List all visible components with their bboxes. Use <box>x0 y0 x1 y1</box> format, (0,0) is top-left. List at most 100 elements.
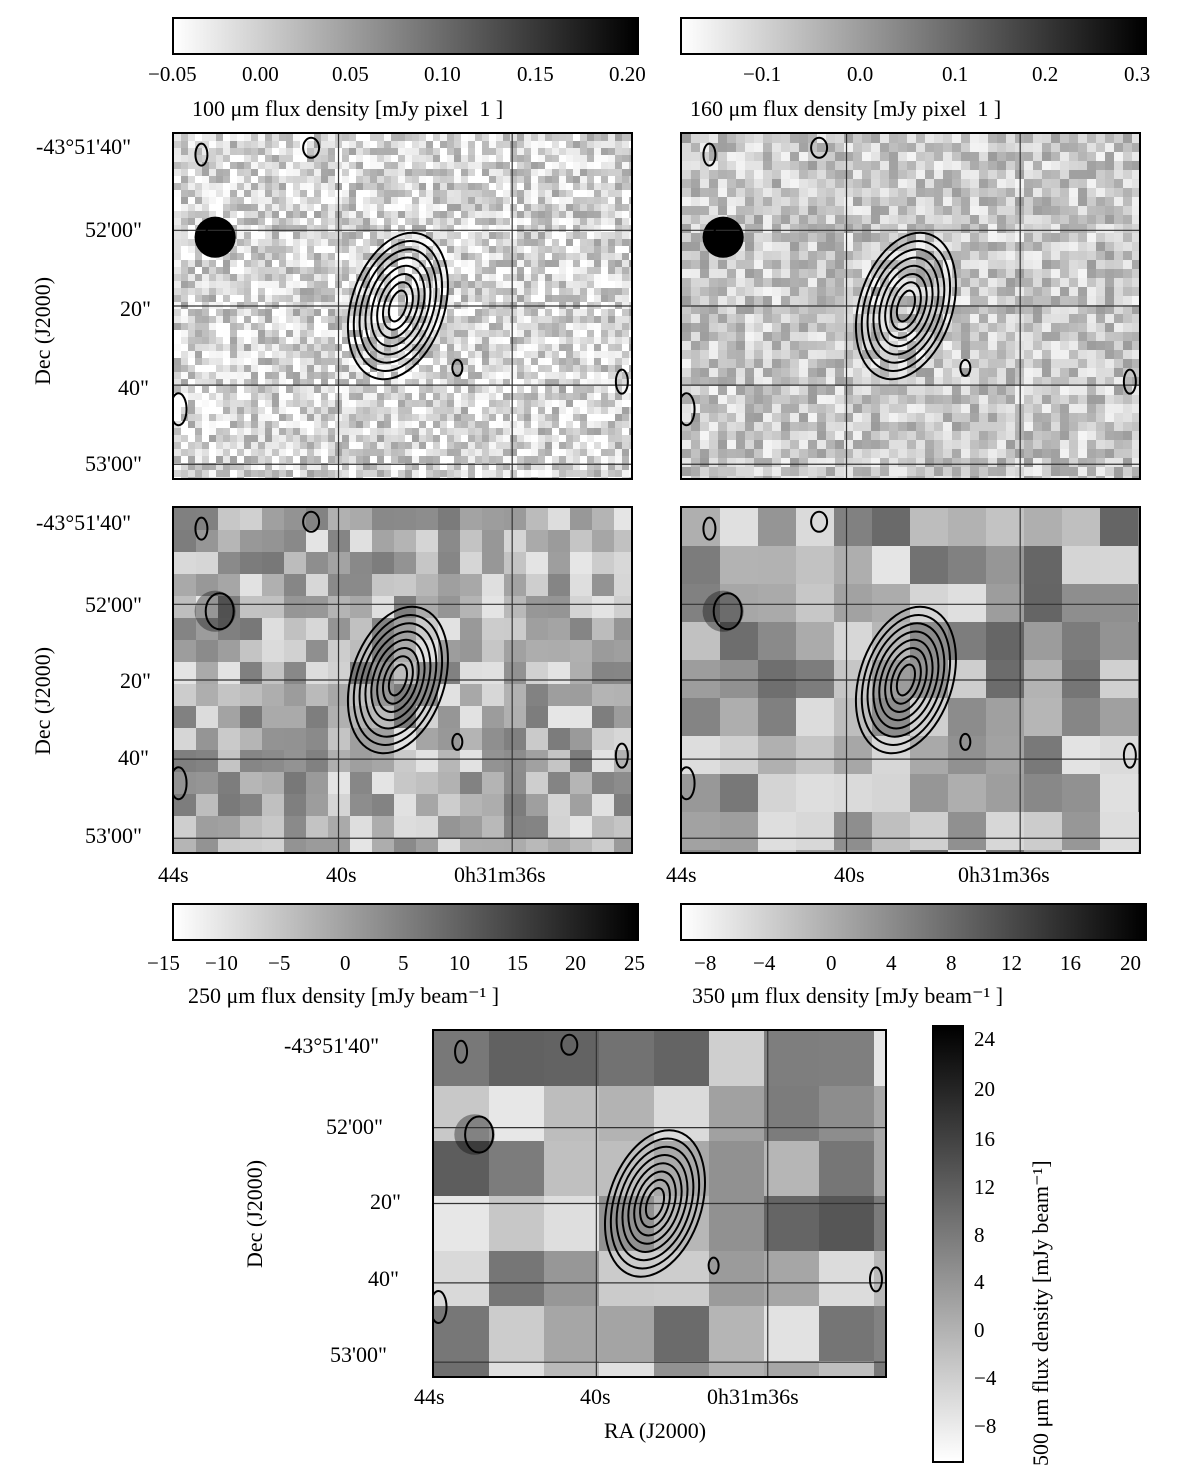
map-pixel <box>300 393 307 400</box>
map-pixel <box>300 225 307 232</box>
map-pixel <box>1042 188 1051 197</box>
map-pixel <box>1006 170 1015 179</box>
map-pixel <box>594 148 601 155</box>
map-pixel <box>321 176 328 183</box>
map-pixel <box>1015 233 1024 242</box>
map-pixel <box>531 400 538 407</box>
map-pixel <box>377 141 384 148</box>
map-pixel <box>391 169 398 176</box>
map-pixel <box>188 211 195 218</box>
map-pixel <box>907 251 916 260</box>
map-pixel <box>517 148 524 155</box>
map-pixel <box>1123 251 1132 260</box>
map-pixel <box>265 267 272 274</box>
map-pixel <box>531 393 538 400</box>
map-pixel <box>934 197 943 206</box>
map-pixel <box>440 337 447 344</box>
map-pixel <box>482 274 489 281</box>
map-pixel <box>615 239 622 246</box>
map-pixel <box>1123 224 1132 233</box>
map-pixel <box>608 470 615 477</box>
map-pixel <box>447 358 454 365</box>
map-pixel <box>258 323 265 330</box>
map-pixel <box>594 309 601 316</box>
map-pixel <box>880 206 889 215</box>
map-pixel <box>391 463 398 470</box>
map-pixel <box>916 215 925 224</box>
map-pixel <box>517 372 524 379</box>
map-pixel <box>835 215 844 224</box>
map-pixel <box>799 386 808 395</box>
map-pixel <box>468 281 475 288</box>
map-pixel <box>398 148 405 155</box>
map-pixel <box>844 368 853 377</box>
map-pixel <box>447 218 454 225</box>
map-pixel <box>1105 170 1114 179</box>
map-pixel <box>447 316 454 323</box>
colorbar-160 <box>680 17 1147 55</box>
map-pixel <box>934 323 943 332</box>
map-pixel <box>321 155 328 162</box>
map-pixel <box>559 393 566 400</box>
map-pixel <box>468 204 475 211</box>
map-pixel <box>545 344 552 351</box>
map-pixel <box>1033 278 1042 287</box>
map-pixel <box>629 225 631 232</box>
map-pixel <box>862 404 871 413</box>
map-pixel <box>587 253 594 260</box>
map-pixel <box>503 351 510 358</box>
map-pixel <box>979 413 988 422</box>
map-pixel <box>745 422 754 431</box>
map-pixel <box>433 211 440 218</box>
map-pixel <box>844 386 853 395</box>
map-pixel <box>587 274 594 281</box>
map-pixel <box>342 211 349 218</box>
map-pixel <box>405 176 412 183</box>
map-pixel <box>970 143 979 152</box>
map-pixel <box>405 407 412 414</box>
map-pixel <box>979 224 988 233</box>
map-pixel <box>475 218 482 225</box>
map-pixel <box>412 337 419 344</box>
map-pixel <box>440 421 447 428</box>
map-pixel <box>370 442 377 449</box>
map-pixel <box>440 169 447 176</box>
map-pixel <box>391 379 398 386</box>
map-pixel <box>1042 215 1051 224</box>
map-pixel <box>181 358 188 365</box>
map-pixel <box>293 358 300 365</box>
map-pixel <box>440 190 447 197</box>
map-pixel <box>622 407 629 414</box>
map-pixel <box>916 359 925 368</box>
map-pixel <box>580 274 587 281</box>
map-pixel <box>328 281 335 288</box>
map-pixel <box>580 379 587 386</box>
map-pixel <box>898 188 907 197</box>
map-pixel <box>772 197 781 206</box>
map-pixel <box>300 211 307 218</box>
map-pixel <box>230 400 237 407</box>
map-pixel <box>615 435 622 442</box>
map-pixel <box>1096 269 1105 278</box>
map-pixel <box>209 267 216 274</box>
map-pixel <box>496 253 503 260</box>
map-pixel <box>745 152 754 161</box>
map-pixel <box>377 365 384 372</box>
map-pixel <box>853 323 862 332</box>
map-pixel <box>1060 161 1069 170</box>
map-pixel <box>293 281 300 288</box>
map-pixel <box>691 278 700 287</box>
map-pixel <box>700 170 709 179</box>
map-pixel <box>475 162 482 169</box>
map-pixel <box>952 350 961 359</box>
map-pixel <box>440 211 447 218</box>
map-pixel <box>419 351 426 358</box>
map-pixel <box>1078 332 1087 341</box>
map-pixel <box>608 435 615 442</box>
map-pixel <box>370 463 377 470</box>
map-pixel <box>398 211 405 218</box>
map-pixel <box>573 169 580 176</box>
map-pixel <box>272 211 279 218</box>
map-pixel <box>601 365 608 372</box>
map-pixel <box>370 274 377 281</box>
